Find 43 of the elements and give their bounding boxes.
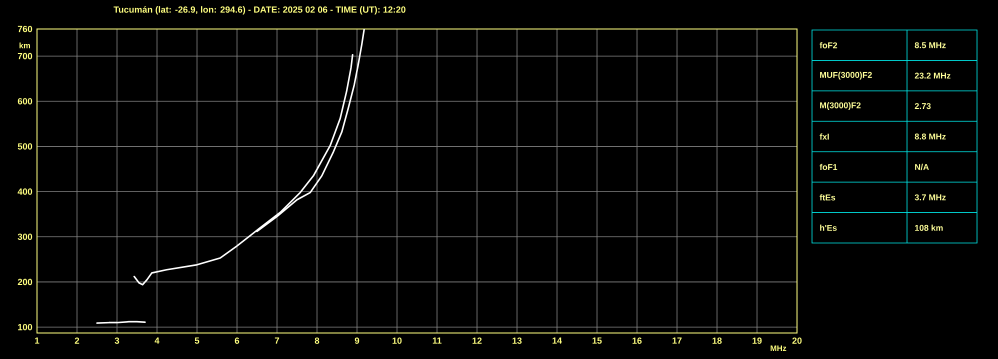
text: 2.73	[914, 103, 931, 110]
text: 108 km	[915, 224, 943, 231]
y-tick-label: 200	[18, 278, 32, 286]
x-tick-label: 18	[712, 338, 722, 344]
x-tick-label: 5	[194, 338, 200, 344]
category-label: M(3000)F2	[820, 102, 861, 110]
x-tick-label: 13	[512, 338, 522, 344]
y-tick-label: 600	[18, 98, 32, 104]
category-label: foF2	[820, 42, 838, 48]
chart-title: Tucumán (lat: -26.9, lon: 294.6) - DATE: 2025 02 06 - TIME (UT): 12:20	[114, 6, 406, 15]
x-tick-label: 8	[314, 338, 320, 344]
y-tick-label: 700	[18, 52, 32, 60]
x-tick-label: 4	[154, 338, 160, 344]
x-tick-label: 17	[672, 338, 682, 344]
x-tick-label: 9	[354, 338, 360, 344]
y-tick-label: 500	[18, 143, 32, 150]
x-tick-label: 14	[552, 338, 562, 344]
y-tick-label: 400	[18, 188, 32, 195]
x-tick-label: 10	[392, 338, 402, 344]
x-tick-label: 3	[114, 338, 120, 344]
x-tick-label: 16	[632, 338, 642, 344]
x-tick-label: 1	[35, 338, 40, 344]
text: N/A	[915, 164, 929, 170]
y-tick-label: 760	[18, 26, 32, 32]
y-tick-label: 300	[18, 234, 32, 240]
category-label: h'Es	[820, 224, 837, 231]
text: 23.2 MHz	[914, 72, 950, 79]
x-tick-label: 11	[432, 338, 442, 344]
category-label: foF1	[820, 164, 838, 170]
x-tick-label: 12	[472, 338, 482, 344]
x-tick-label: 7	[274, 338, 280, 344]
x-tick-label: 2	[74, 338, 80, 344]
x-tick-label: 20	[792, 338, 802, 344]
text: 3.7 MHz	[914, 194, 946, 200]
y-tick-label: 100	[18, 324, 32, 330]
category-label: fxI	[820, 133, 829, 140]
text: 8.8 MHz	[914, 134, 946, 140]
x-tick-label: 6	[234, 338, 240, 344]
x-tick-label: 15	[592, 338, 602, 344]
x-tick-label: 19	[752, 338, 762, 344]
category-label: ftEs	[820, 194, 836, 200]
category-label: MUF(3000)F2	[820, 72, 872, 80]
text: 8.5 MHz	[914, 42, 946, 48]
